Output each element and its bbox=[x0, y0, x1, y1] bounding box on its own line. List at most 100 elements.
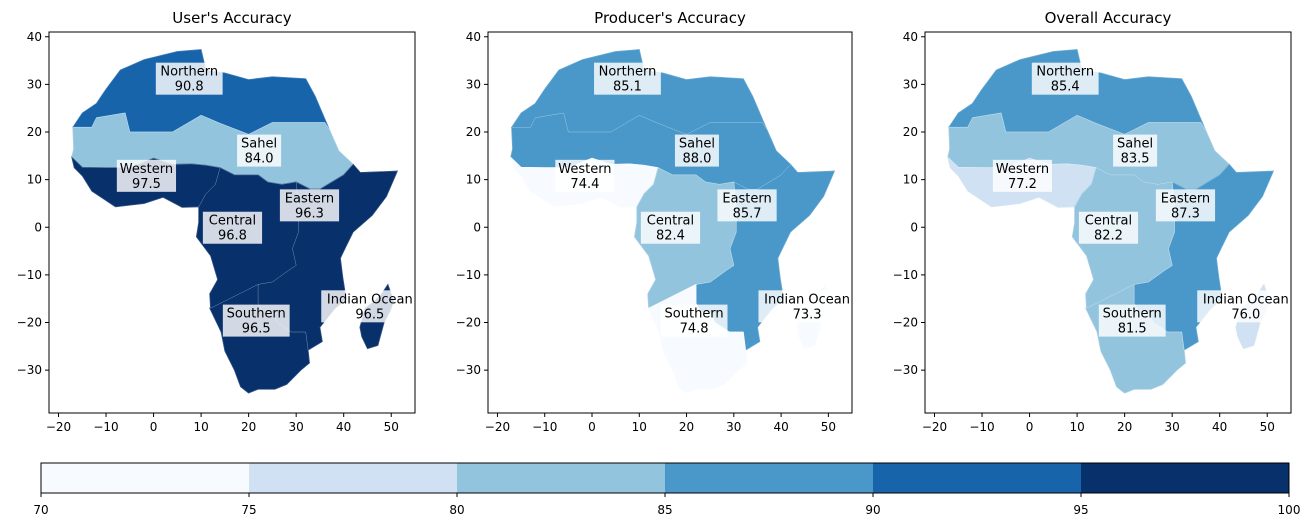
x-tick-label: −20 bbox=[46, 420, 71, 434]
y-tick-label: 0 bbox=[34, 220, 42, 234]
y-tick-label: 30 bbox=[27, 77, 42, 91]
colorbar-tick-label: 95 bbox=[1073, 503, 1088, 517]
region-value-label: 81.5 bbox=[1118, 322, 1147, 337]
y-tick-label: −10 bbox=[456, 268, 481, 282]
region-value-label: 96.8 bbox=[218, 229, 247, 244]
label-box bbox=[1197, 290, 1295, 323]
x-tick-label: 20 bbox=[241, 420, 256, 434]
y-tick-label: 30 bbox=[466, 77, 481, 91]
x-tick-label: 40 bbox=[773, 420, 788, 434]
region-name-label: Western bbox=[996, 162, 1049, 177]
axes-frame bbox=[924, 31, 1292, 414]
region-value-label: 85.4 bbox=[1051, 80, 1080, 95]
region-value-label: 88.0 bbox=[682, 152, 711, 167]
y-tick-label: 20 bbox=[27, 125, 42, 139]
region-name-label: Central bbox=[647, 214, 694, 229]
region-name-label: Central bbox=[1085, 214, 1132, 229]
region-value-label: 77.2 bbox=[1008, 177, 1037, 192]
x-tick-label: 0 bbox=[150, 420, 158, 434]
label-box bbox=[717, 189, 777, 222]
x-tick-label: 30 bbox=[289, 420, 304, 434]
y-tick-label: 20 bbox=[903, 125, 918, 139]
region-border bbox=[948, 49, 1206, 135]
colorbar-tick-label: 80 bbox=[449, 503, 464, 517]
label-box bbox=[279, 189, 340, 222]
colorbar-tick-label: 90 bbox=[865, 503, 880, 517]
region-value-label: 73.3 bbox=[793, 307, 822, 322]
y-tick-label: −10 bbox=[17, 268, 42, 282]
y-tick-label: 10 bbox=[27, 173, 42, 187]
x-tick-label: −20 bbox=[485, 420, 510, 434]
y-tick-label: −10 bbox=[893, 268, 918, 282]
x-tick-label: 0 bbox=[588, 420, 596, 434]
x-tick-label: 10 bbox=[632, 420, 647, 434]
y-tick-label: −30 bbox=[17, 363, 42, 377]
region-value-label: 83.5 bbox=[1121, 152, 1150, 167]
colorbar-segment bbox=[249, 463, 458, 493]
y-tick-label: 20 bbox=[466, 125, 481, 139]
y-tick-label: 10 bbox=[903, 173, 918, 187]
region-name-label: Southern bbox=[1103, 307, 1162, 322]
label-box bbox=[1113, 134, 1158, 167]
label-box bbox=[992, 159, 1053, 192]
x-tick-label: 50 bbox=[384, 420, 399, 434]
region-name-label: Sahel bbox=[241, 137, 277, 152]
region-value-label: 82.4 bbox=[656, 229, 685, 244]
region-name-label: Eastern bbox=[1161, 191, 1210, 206]
label-box bbox=[222, 304, 290, 337]
colorbar-tick-label: 75 bbox=[241, 503, 256, 517]
region-border bbox=[196, 167, 299, 309]
region-value-label: 97.5 bbox=[132, 177, 161, 192]
region-name-label: Western bbox=[558, 162, 611, 177]
region-name-label: Northern bbox=[1036, 65, 1094, 80]
x-tick-label: 10 bbox=[1069, 420, 1084, 434]
y-tick-label: 40 bbox=[466, 30, 481, 44]
region-name-label: Southern bbox=[665, 307, 724, 322]
axes-frame bbox=[48, 31, 416, 414]
axes-frame bbox=[487, 31, 853, 414]
region-name-label: Eastern bbox=[722, 191, 771, 206]
y-tick-label: −30 bbox=[456, 363, 481, 377]
region-value-label: 90.8 bbox=[175, 80, 204, 95]
region-value-label: 74.8 bbox=[680, 322, 709, 337]
region-name-label: Sahel bbox=[679, 137, 715, 152]
region-border bbox=[695, 164, 835, 351]
colorbar-tick-label: 70 bbox=[33, 503, 48, 517]
label-box bbox=[116, 159, 177, 192]
colorbar-tick-label: 100 bbox=[1278, 503, 1301, 517]
colorbar-segment bbox=[665, 463, 874, 493]
colorbar-segment bbox=[457, 463, 666, 493]
region-name-label: Northern bbox=[160, 65, 218, 80]
region-value-label: 96.5 bbox=[242, 322, 271, 337]
y-tick-label: −20 bbox=[893, 316, 918, 330]
label-box bbox=[155, 62, 223, 95]
y-tick-label: 40 bbox=[903, 30, 918, 44]
label-box bbox=[1078, 211, 1139, 244]
region-value-label: 85.1 bbox=[613, 80, 642, 95]
colorbar-segment bbox=[41, 463, 250, 493]
colorbar: 70 75 80 85 90 95 100 bbox=[33, 462, 1301, 517]
y-tick-label: 10 bbox=[466, 173, 481, 187]
panel-title: User's Accuracy bbox=[172, 9, 292, 27]
y-tick-label: −20 bbox=[456, 316, 481, 330]
y-tick-label: −20 bbox=[17, 316, 42, 330]
region-border bbox=[634, 167, 737, 309]
region-value-label: 96.3 bbox=[295, 206, 324, 221]
region-name-label: Northern bbox=[599, 65, 657, 80]
